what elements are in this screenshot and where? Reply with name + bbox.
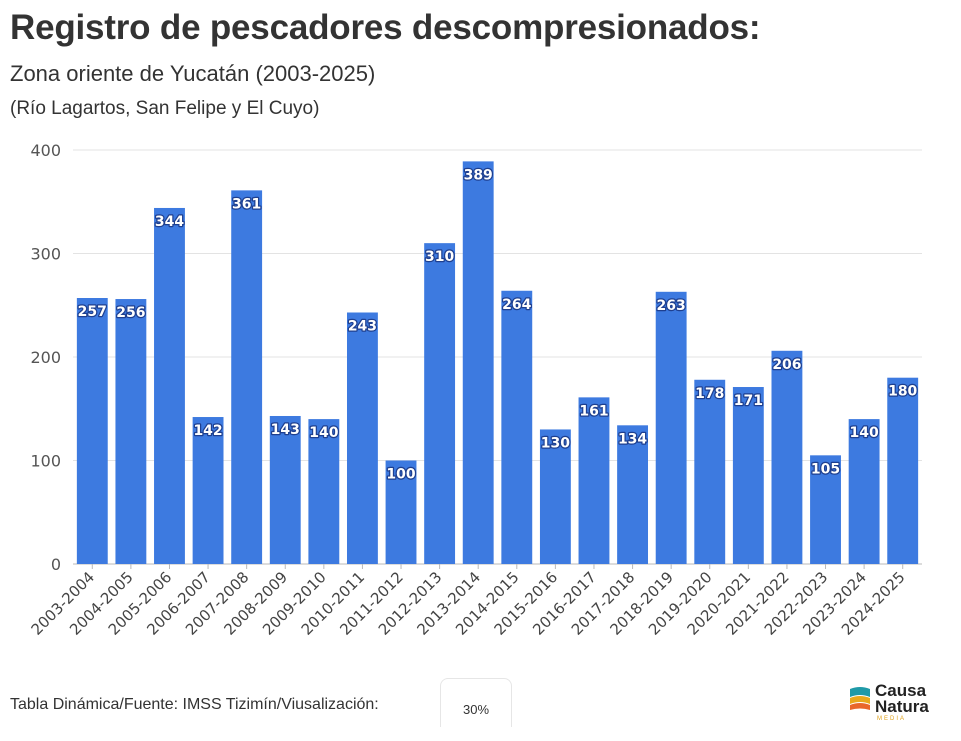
zoom-level-badge[interactable]: 30% [440,678,512,727]
y-axis-ticks: 0 100 200 300 400 [30,141,61,574]
bar-2013-2014[interactable] [462,161,494,564]
bar-value-label: 142 [193,423,222,439]
bar-2022-2023[interactable] [810,455,841,564]
bar-value-label: 310 [425,249,454,265]
bar-2021-2022[interactable] [771,350,803,564]
bar-value-label: 130 [541,435,570,451]
bar-2017-2018[interactable] [617,425,649,564]
bar-2007-2008[interactable] [231,190,263,565]
bar-2012-2013[interactable] [424,243,456,564]
bar-2010-2011[interactable] [346,312,378,564]
bar-value-label: 178 [695,386,724,402]
bar-2003-2004[interactable] [76,298,108,564]
bar-2008-2009[interactable] [269,415,301,564]
bar-value-label: 243 [348,318,377,334]
bar-chart: 0 100 200 300 400 257 256 344 142 361 143 140 243 10… [28,141,922,639]
bar-2024-2025[interactable] [887,377,919,564]
bar-2011-2012[interactable] [385,460,417,565]
y-tick-label: 200 [30,348,61,367]
causa-natura-logo: Causa Natura MEDIA [846,681,958,725]
source-note: Tabla Dinámica/Fuente: IMSS Tizimín/Vius… [10,696,379,713]
bar-value-label: 361 [232,196,261,212]
chart-subtitle-locations: (Río Lagartos, San Felipe y El Cuyo) [10,98,320,119]
bar-value-label: 263 [657,298,686,314]
bar-2006-2007[interactable] [192,417,224,564]
bar-2023-2024[interactable] [848,419,880,564]
bar-2019-2020[interactable] [694,379,726,564]
bar-value-label: 134 [618,431,647,447]
x-axis-ticks: 2003-20042004-20052005-20062006-20072007… [28,564,909,639]
bar-value-label: 256 [116,305,145,321]
bar-value-label: 143 [271,422,300,438]
bar-value-label: 389 [464,167,493,183]
y-tick-label: 0 [51,555,61,574]
bar-value-label: 180 [888,384,917,400]
bar-value-label: 264 [502,297,531,313]
bar-2018-2019[interactable] [655,291,687,564]
logo-text-natura: Natura [875,697,929,716]
chart-title: Registro de pescadores descompresionados… [10,8,761,47]
bar-2020-2021[interactable] [732,387,764,564]
bar-2014-2015[interactable] [501,290,533,564]
logo-mark-icon [850,687,870,710]
y-tick-label: 100 [30,452,61,471]
bar-value-label: 171 [734,393,763,409]
bar-2015-2016[interactable] [539,429,571,564]
y-tick-label: 400 [30,141,61,160]
bar-value-label: 140 [849,425,878,441]
logo-text-media: MEDIA [877,716,907,722]
chart-subtitle: Zona oriente de Yucatán (2003-2025) [10,61,376,86]
bar-2005-2006[interactable] [154,207,185,564]
bar-2009-2010[interactable] [308,419,340,564]
bar-2016-2017[interactable] [578,397,610,564]
bar-value-label: 140 [309,425,338,441]
bar-value-label: 161 [579,403,608,419]
bar-2004-2005[interactable] [115,299,147,564]
bar-value-label: 100 [386,467,415,483]
y-tick-label: 300 [30,245,61,264]
bar-value-label: 344 [155,214,184,230]
bar-labels: 257 256 344 142 361 143 140 243 100 310 389 264 130 1… [76,166,918,484]
bar-value-label: 257 [78,304,107,320]
bar-value-label: 206 [772,357,801,373]
bar-value-label: 105 [811,461,840,477]
bars [76,161,919,565]
logo-text-causa: Causa [875,681,927,700]
